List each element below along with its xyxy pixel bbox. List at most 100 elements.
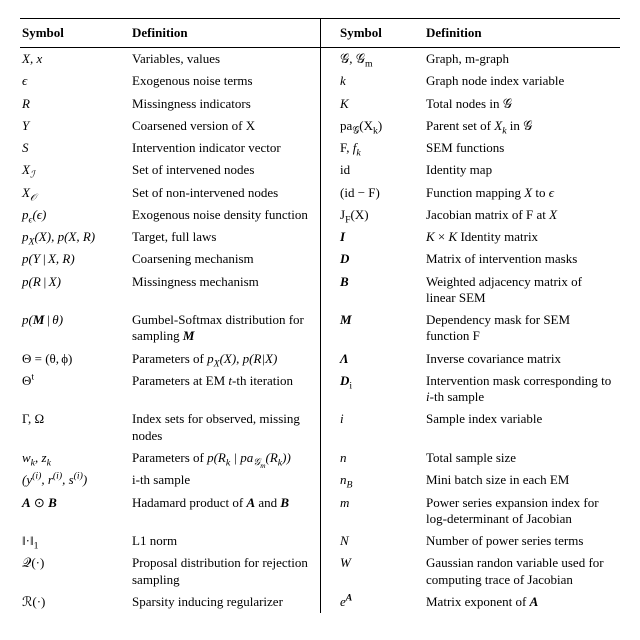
definition-cell: Parent set of Xk in 𝒢 bbox=[424, 115, 620, 137]
definition-cell: Exogenous noise density function bbox=[130, 204, 320, 226]
definition-cell: Parameters at EM t-th iteration bbox=[130, 370, 320, 409]
definition-cell: Inverse covariance matrix bbox=[424, 348, 620, 370]
definition-cell: SEM functions bbox=[424, 137, 620, 159]
table-row: p(R | X)Missingness mechanism BWeighted a… bbox=[20, 271, 620, 310]
definition-cell: Parameters of pX(X), p(R|X) bbox=[130, 348, 320, 370]
definition-cell: Gaussian randon variable used for comput… bbox=[424, 552, 620, 591]
symbol-cell: Di bbox=[338, 370, 424, 409]
symbol-cell: id bbox=[338, 159, 424, 181]
symbol-cell: k bbox=[338, 70, 424, 92]
column-separator bbox=[320, 469, 338, 491]
definition-cell: Index sets for observed, missing nodes bbox=[130, 408, 320, 447]
table-row: A ⊙ BHadamard product of A and BmPower s… bbox=[20, 492, 620, 531]
symbol-cell: i bbox=[338, 408, 424, 447]
table-row: Θ = (θ, ϕ)Parameters of pX(X), p(R|X)ΛIn… bbox=[20, 348, 620, 370]
column-separator bbox=[320, 530, 338, 552]
symbol-cell: nB bbox=[338, 469, 424, 491]
definition-cell: Hadamard product of A and B bbox=[130, 492, 320, 531]
symbol-cell: Λ bbox=[338, 348, 424, 370]
definition-cell: K × K Identity matrix bbox=[424, 226, 620, 248]
symbol-cell: p(Y | X, R) bbox=[20, 248, 130, 270]
symbol-cell: pϵ(ϵ) bbox=[20, 204, 130, 226]
table-row: ΘtParameters at EM t-th iteration DiInter… bbox=[20, 370, 620, 409]
definition-cell: Set of non-intervened nodes bbox=[130, 182, 320, 204]
definition-cell: Target, full laws bbox=[130, 226, 320, 248]
column-separator bbox=[320, 248, 338, 270]
column-separator bbox=[320, 204, 338, 226]
symbol-cell: p(M | θ) bbox=[20, 309, 130, 348]
table-row: ϵExogenous noise termskGraph node index … bbox=[20, 70, 620, 92]
definition-cell: Function mapping X to ϵ bbox=[424, 182, 620, 204]
symbol-table: Symbol Definition Symbol Definition X, x… bbox=[20, 18, 620, 613]
definition-cell: L1 norm bbox=[130, 530, 320, 552]
symbol-cell: Γ, Ω bbox=[20, 408, 130, 447]
col-header-definition-right: Definition bbox=[424, 19, 620, 48]
table-row: p(Y | X, R)Coarsening mechanismDMatrix o… bbox=[20, 248, 620, 270]
symbol-cell: ϵ bbox=[20, 70, 130, 92]
definition-cell: Number of power series terms bbox=[424, 530, 620, 552]
symbol-cell: n bbox=[338, 447, 424, 470]
column-separator bbox=[320, 48, 338, 71]
column-separator bbox=[320, 182, 338, 204]
definition-cell: Graph node index variable bbox=[424, 70, 620, 92]
symbol-cell: S bbox=[20, 137, 130, 159]
column-separator bbox=[320, 159, 338, 181]
table-row: X𝒪Set of non-intervened nodes (id − F)Fun… bbox=[20, 182, 620, 204]
symbol-cell: ℛ(·) bbox=[20, 591, 130, 613]
table-row: pϵ(ϵ)Exogenous noise density functionJF(… bbox=[20, 204, 620, 226]
definition-cell: Total sample size bbox=[424, 447, 620, 470]
column-separator bbox=[320, 370, 338, 409]
symbol-cell: Θt bbox=[20, 370, 130, 409]
column-separator bbox=[320, 447, 338, 470]
symbol-cell: pX(X), p(X, R) bbox=[20, 226, 130, 248]
table-row: RMissingness indicatorsKTotal nodes in 𝒢 bbox=[20, 93, 620, 115]
definition-cell: Sample index variable bbox=[424, 408, 620, 447]
column-separator bbox=[320, 93, 338, 115]
definition-cell: Total nodes in 𝒢 bbox=[424, 93, 620, 115]
table-body: X, xVariables, values𝒢, 𝒢mGraph, m-graph… bbox=[20, 48, 620, 614]
symbol-cell: B bbox=[338, 271, 424, 310]
table-row: (y(i), r(i), s(i))i-th samplenBMini batc… bbox=[20, 469, 620, 491]
definition-cell: Sparsity inducing regularizer bbox=[130, 591, 320, 613]
symbol-cell: ‖·‖1 bbox=[20, 530, 130, 552]
symbol-cell: (y(i), r(i), s(i)) bbox=[20, 469, 130, 491]
symbol-cell: (id − F) bbox=[338, 182, 424, 204]
symbol-cell: W bbox=[338, 552, 424, 591]
column-separator bbox=[320, 309, 338, 348]
symbol-cell: K bbox=[338, 93, 424, 115]
column-separator bbox=[320, 271, 338, 310]
column-separator bbox=[320, 137, 338, 159]
symbol-cell: I bbox=[338, 226, 424, 248]
column-separator bbox=[320, 591, 338, 613]
table-row: SIntervention indicator vector F, fkSEM f… bbox=[20, 137, 620, 159]
symbol-cell: 𝒢, 𝒢m bbox=[338, 48, 424, 71]
symbol-cell: p(R | X) bbox=[20, 271, 130, 310]
symbol-cell: X𝒪 bbox=[20, 182, 130, 204]
table-row: p(M | θ)Gumbel-Softmax distribution for … bbox=[20, 309, 620, 348]
column-separator bbox=[320, 226, 338, 248]
column-separator-head bbox=[320, 19, 338, 48]
table-row: pX(X), p(X, R)Target, full laws IK × K Id… bbox=[20, 226, 620, 248]
symbol-cell: M bbox=[338, 309, 424, 348]
col-header-symbol-left: Symbol bbox=[20, 19, 130, 48]
definition-cell: Matrix of intervention masks bbox=[424, 248, 620, 270]
table-row: 𝒬(·)Proposal distribution for rejection … bbox=[20, 552, 620, 591]
definition-cell: Weighted adjacency matrix of linear SEM bbox=[424, 271, 620, 310]
definition-cell: Matrix exponent of A bbox=[424, 591, 620, 613]
column-separator bbox=[320, 492, 338, 531]
definition-cell: Missingness mechanism bbox=[130, 271, 320, 310]
definition-cell: Identity map bbox=[424, 159, 620, 181]
definition-cell: Coarsened version of X bbox=[130, 115, 320, 137]
definition-cell: Jacobian matrix of F at X bbox=[424, 204, 620, 226]
col-header-definition-left: Definition bbox=[130, 19, 320, 48]
col-header-symbol-right: Symbol bbox=[338, 19, 424, 48]
definition-cell: Intervention mask corresponding to i-th … bbox=[424, 370, 620, 409]
definition-cell: Intervention indicator vector bbox=[130, 137, 320, 159]
column-separator bbox=[320, 70, 338, 92]
symbol-cell: F, fk bbox=[338, 137, 424, 159]
column-separator bbox=[320, 348, 338, 370]
definition-cell: Parameters of p(Rk | pa𝒢m(Rk)) bbox=[130, 447, 320, 470]
definition-cell: Proposal distribution for rejection samp… bbox=[130, 552, 320, 591]
symbol-cell: A ⊙ B bbox=[20, 492, 130, 531]
symbol-cell: R bbox=[20, 93, 130, 115]
